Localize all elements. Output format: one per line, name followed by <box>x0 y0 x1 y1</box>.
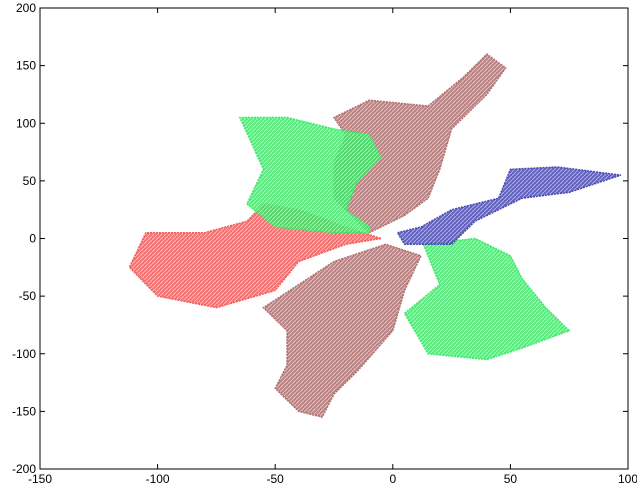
series-region-2 <box>262 243 423 418</box>
series-region-6 <box>238 116 382 234</box>
y-tick-label: 0 <box>29 232 36 246</box>
y-tick-label: 50 <box>23 174 37 188</box>
ticks-layer: -150 -100 -50 0 50 100-200-150-100-5005010015… <box>12 1 637 486</box>
x-tick-label: -50 <box>267 472 285 486</box>
x-tick-label: 0 <box>389 472 396 486</box>
x-tick-label: -100 <box>146 472 170 486</box>
x-tick-label: 50 <box>504 472 518 486</box>
x-tick-label: -150 <box>28 472 52 486</box>
x-tick-label: 100 <box>618 472 637 486</box>
series-region-3 <box>403 237 571 361</box>
series-region-4 <box>396 166 622 246</box>
y-tick-label: -200 <box>12 462 36 476</box>
series-layer <box>128 53 622 418</box>
y-tick-label: -50 <box>19 289 37 303</box>
y-tick-label: 200 <box>16 1 36 15</box>
y-tick-label: 150 <box>16 59 36 73</box>
y-tick-label: 100 <box>16 116 36 130</box>
y-tick-label: -150 <box>12 404 36 418</box>
y-tick-label: -100 <box>12 347 36 361</box>
